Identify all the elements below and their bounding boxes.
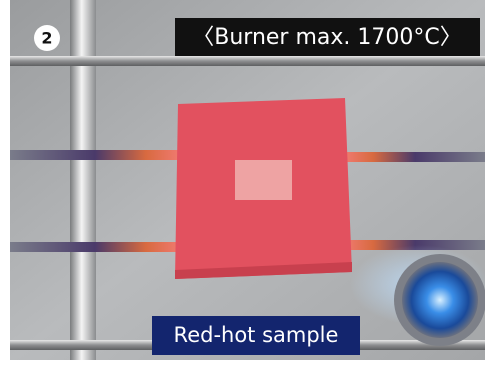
- sample: [235, 160, 292, 200]
- photo-scene: 2 〈Burner max. 1700°C〉 Red-hot sample: [0, 0, 485, 370]
- glass-tube: [70, 0, 96, 360]
- rod: [10, 56, 485, 66]
- caption: Red-hot sample: [174, 323, 339, 347]
- rod-hot: [345, 152, 485, 162]
- badge-number: 2: [41, 29, 52, 48]
- rod-hot: [10, 150, 180, 160]
- top-label: 〈Burner max. 1700°C〉: [192, 25, 461, 50]
- page: 2 〈Burner max. 1700°C〉 Red-hot sample ((…: [0, 0, 485, 370]
- rod-hot: [10, 242, 180, 252]
- burner-flame: [402, 262, 478, 338]
